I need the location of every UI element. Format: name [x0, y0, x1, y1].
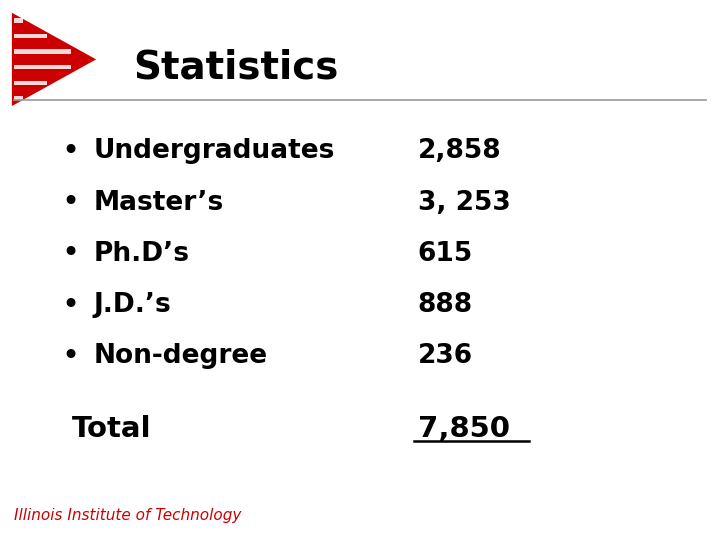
Text: 888: 888 — [418, 292, 473, 318]
Text: Master’s: Master’s — [94, 190, 224, 215]
Text: •: • — [61, 137, 79, 166]
Text: Ph.D’s: Ph.D’s — [94, 241, 189, 267]
Text: •: • — [61, 342, 79, 371]
Text: •: • — [61, 291, 79, 320]
Text: Statistics: Statistics — [133, 49, 338, 86]
Text: Non-degree: Non-degree — [94, 343, 268, 369]
Text: 2,858: 2,858 — [418, 138, 501, 164]
Text: •: • — [61, 188, 79, 217]
Polygon shape — [14, 50, 71, 54]
Polygon shape — [12, 13, 96, 106]
Polygon shape — [14, 96, 23, 100]
Text: Undergraduates: Undergraduates — [94, 138, 335, 164]
Polygon shape — [14, 18, 23, 23]
Text: Illinois Institute of Technology: Illinois Institute of Technology — [14, 508, 242, 523]
Text: J.D.’s: J.D.’s — [94, 292, 171, 318]
Text: Total: Total — [72, 415, 152, 443]
Text: 7,850: 7,850 — [418, 415, 510, 443]
Polygon shape — [14, 80, 47, 85]
Text: 236: 236 — [418, 343, 473, 369]
Polygon shape — [14, 34, 47, 38]
Polygon shape — [14, 65, 71, 69]
Text: •: • — [61, 239, 79, 268]
Text: 3, 253: 3, 253 — [418, 190, 510, 215]
Text: 615: 615 — [418, 241, 473, 267]
